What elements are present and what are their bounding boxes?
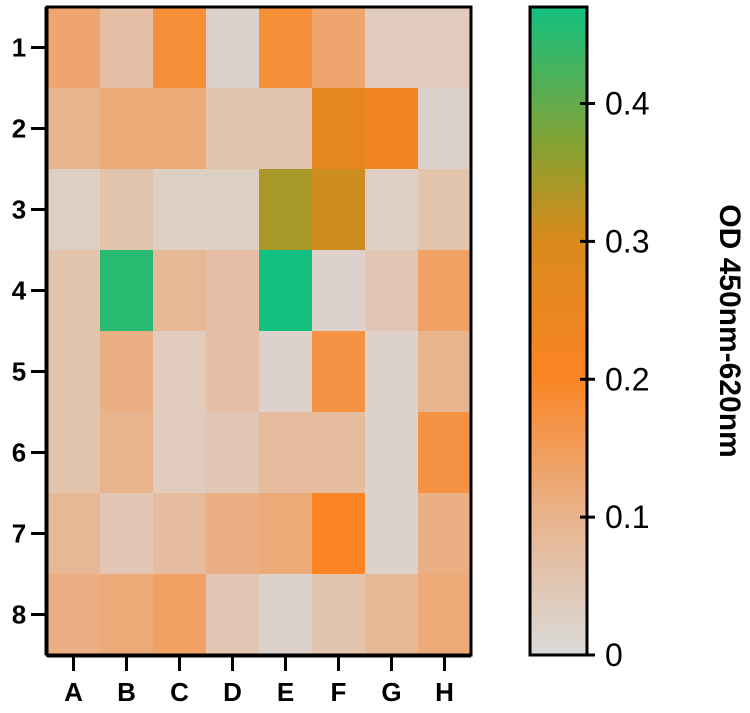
heatmap-cell-H1: [418, 7, 472, 89]
x-tick-label: D: [223, 677, 242, 707]
heatmap-cell-H6: [418, 412, 472, 494]
heatmap-cell-E1: [259, 7, 313, 89]
y-tick-label: 3: [12, 195, 26, 225]
y-tick-label: 6: [12, 438, 26, 468]
heatmap-cell-D7: [206, 493, 260, 575]
heatmap-cell-A4: [47, 250, 101, 332]
heatmap-cell-B3: [100, 169, 154, 251]
heatmap-cell-E5: [259, 331, 313, 413]
heatmap-cell-F2: [312, 88, 366, 170]
y-tick-label: 2: [12, 114, 26, 144]
heatmap-cell-G1: [365, 7, 419, 89]
y-tick-label: 1: [12, 33, 26, 63]
colorbar-ticks: 0 0.1 0.2 0.3 0.4: [580, 86, 649, 673]
heatmap-cell-B5: [100, 331, 154, 413]
x-tick-label: E: [277, 677, 294, 707]
heatmap-cell-G4: [365, 250, 419, 332]
heatmap-cell-C8: [153, 574, 207, 656]
heatmap-cell-C4: [153, 250, 207, 332]
heatmap-cell-H3: [418, 169, 472, 251]
heatmap-cell-E4: [259, 250, 313, 332]
heatmap-cell-H8: [418, 574, 472, 656]
heatmap-cell-C3: [153, 169, 207, 251]
heatmap-cell-A6: [47, 412, 101, 494]
heatmap-cell-A8: [47, 574, 101, 656]
heatmap-cell-D5: [206, 331, 260, 413]
x-tick-label: H: [435, 677, 454, 707]
heatmap-cell-B6: [100, 412, 154, 494]
heatmap-cell-D6: [206, 412, 260, 494]
heatmap-cell-C7: [153, 493, 207, 575]
heatmap-cell-G2: [365, 88, 419, 170]
heatmap-cell-A3: [47, 169, 101, 251]
heatmap-cell-F5: [312, 331, 366, 413]
heatmap-cells: [47, 7, 472, 656]
heatmap-cell-G5: [365, 331, 419, 413]
heatmap-cell-E6: [259, 412, 313, 494]
colorbar-tick-label: 0: [605, 637, 623, 673]
heatmap-cell-B1: [100, 7, 154, 89]
heatmap-cell-F3: [312, 169, 366, 251]
heatmap-cell-A5: [47, 331, 101, 413]
heatmap-cell-B4: [100, 250, 154, 332]
heatmap-cell-F7: [312, 493, 366, 575]
colorbar-tick-label: 0.4: [605, 86, 649, 122]
x-tick-label: C: [170, 677, 189, 707]
y-tick-label: 5: [12, 357, 26, 387]
y-tick-label: 8: [12, 600, 26, 630]
heatmap-cell-G3: [365, 169, 419, 251]
y-tick-label: 7: [12, 519, 26, 549]
colorbar-tick-label: 0.3: [605, 223, 649, 259]
heatmap-cell-F6: [312, 412, 366, 494]
heatmap-cell-E2: [259, 88, 313, 170]
heatmap-cell-F1: [312, 7, 366, 89]
heatmap-cell-D1: [206, 7, 260, 89]
x-tick-label: G: [381, 677, 401, 707]
heatmap-cell-F8: [312, 574, 366, 656]
heatmap-cell-D3: [206, 169, 260, 251]
colorbar-tick-label: 0.2: [605, 361, 649, 397]
heatmap-cell-D8: [206, 574, 260, 656]
heatmap-cell-G7: [365, 493, 419, 575]
heatmap-cell-E3: [259, 169, 313, 251]
heatmap-cell-A1: [47, 7, 101, 89]
heatmap-cell-D2: [206, 88, 260, 170]
x-tick-label: F: [331, 677, 347, 707]
heatmap-cell-B8: [100, 574, 154, 656]
heatmap-cell-B2: [100, 88, 154, 170]
heatmap-cell-H4: [418, 250, 472, 332]
heatmap-cell-H5: [418, 331, 472, 413]
heatmap-cell-A2: [47, 88, 101, 170]
colorbar-title: OD 450nm-620nm: [713, 204, 746, 457]
colorbar: [528, 5, 589, 657]
heatmap-cell-C1: [153, 7, 207, 89]
x-tick-label: B: [117, 677, 136, 707]
heatmap-cell-G8: [365, 574, 419, 656]
heatmap-cell-H2: [418, 88, 472, 170]
heatmap-cell-D4: [206, 250, 260, 332]
y-axis: 1 2 3 4 5 6 7 8: [12, 7, 48, 655]
heatmap-cell-C6: [153, 412, 207, 494]
colorbar-tick-label: 0.1: [605, 499, 649, 535]
x-tick-label: A: [64, 677, 83, 707]
heatmap-cell-C2: [153, 88, 207, 170]
heatmap-cell-C5: [153, 331, 207, 413]
heatmap-cell-G6: [365, 412, 419, 494]
y-tick-label: 4: [12, 276, 27, 306]
heatmap-cell-E7: [259, 493, 313, 575]
heatmap-cell-A7: [47, 493, 101, 575]
heatmap-cell-E8: [259, 574, 313, 656]
x-axis: A B C D E F G H: [47, 654, 471, 707]
heatmap-cell-H7: [418, 493, 472, 575]
heatmap-cell-F4: [312, 250, 366, 332]
heatmap-cell-B7: [100, 493, 154, 575]
